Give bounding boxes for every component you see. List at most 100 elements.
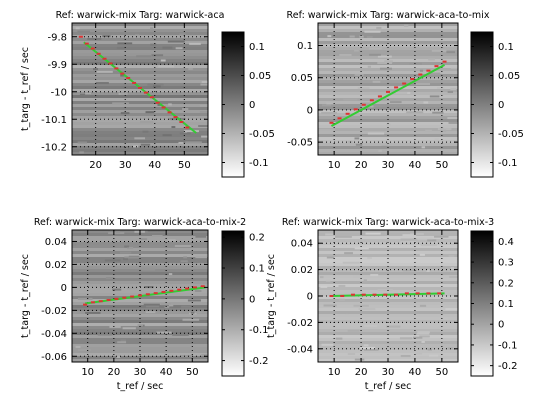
heatmap-speckle: [182, 318, 200, 321]
heatmap-row: [72, 131, 208, 134]
heatmap-row: [72, 23, 208, 26]
x-tick-label: 30: [119, 160, 132, 171]
heatmap-speckle: [377, 288, 393, 291]
heatmap-row: [72, 95, 208, 98]
x-tick-label: 30: [382, 160, 395, 171]
heatmap-row: [72, 254, 208, 257]
heatmap-row: [72, 320, 208, 323]
colorbar: 0.1 0.05 0 -0.05 -0.1: [221, 31, 275, 178]
heatmap-row: [72, 296, 208, 299]
heatmap-speckle: [182, 108, 189, 111]
peak-point: [377, 95, 382, 98]
x-tick-label: 20: [355, 160, 368, 171]
colorbar-tick-label: 0.1: [249, 42, 265, 53]
peak-point: [442, 60, 447, 63]
fit-line: [330, 63, 446, 127]
heatmap-speckle: [85, 311, 101, 314]
heatmap-speckle: [360, 102, 371, 105]
heatmap-speckle: [423, 101, 429, 104]
x-tick-label: 50: [435, 367, 448, 378]
colorbar-tick-label: -0.2: [498, 361, 518, 372]
colorbar-tick-label: -0.05: [249, 129, 275, 140]
heatmap-row: [72, 350, 208, 353]
heatmap-row: [318, 356, 458, 359]
colorbar-tick-label: 0.3: [498, 258, 514, 269]
heatmap-speckle: [140, 143, 151, 146]
heatmap-speckle: [184, 95, 196, 98]
heatmap-speckle: [79, 151, 84, 154]
heatmap-speckle: [410, 233, 424, 236]
heatmap-speckle: [347, 329, 360, 332]
heatmap-row: [318, 347, 458, 350]
x-tick-label: 40: [160, 367, 173, 378]
heatmap-speckle: [427, 348, 432, 351]
heatmap-speckle: [183, 256, 187, 259]
heatmap-speckle: [157, 103, 163, 106]
colorbar-tick-label: 0.1: [498, 299, 514, 310]
grid-lines: [72, 23, 208, 155]
colorbar-tick-label: 0.05: [498, 71, 520, 82]
heatmap-speckle: [201, 135, 208, 138]
peak-point: [173, 116, 178, 119]
x-tick-label: 20: [89, 160, 102, 171]
heatmap-speckle: [432, 111, 444, 114]
peak-points: [83, 285, 205, 306]
x-tick-label: 50: [435, 160, 448, 171]
heatmap-speckle: [321, 104, 332, 107]
x-axis-label: t_ref / sec: [117, 381, 164, 392]
heatmap-speckle: [404, 24, 409, 27]
heatmap-row: [72, 104, 208, 107]
heatmap-speckle: [78, 349, 91, 352]
heatmap-row: [318, 53, 458, 56]
heatmap-speckle: [321, 112, 338, 115]
x-tick-label: 10: [81, 367, 94, 378]
heatmap-row: [318, 80, 458, 83]
colorbar-tick-label: 0.1: [498, 42, 514, 53]
peak-point: [132, 81, 137, 84]
y-tick-label: 0.04: [291, 239, 313, 250]
peak-point: [84, 42, 89, 45]
peak-point: [177, 288, 182, 291]
heatmap-speckle: [123, 258, 128, 261]
heatmap-row: [318, 278, 458, 281]
y-tick-label: -9.9: [47, 60, 67, 71]
heatmap-speckle: [445, 308, 458, 311]
peak-points: [329, 292, 442, 297]
colorbar-tick-label: 0: [249, 294, 255, 305]
heatmap-row: [72, 260, 208, 263]
heatmap-speckle: [160, 303, 171, 306]
heatmap-speckle: [421, 340, 425, 343]
heatmap-speckle: [134, 137, 146, 140]
heatmap-speckle: [187, 299, 201, 302]
heatmap-row: [318, 314, 458, 317]
heatmap-speckle: [188, 67, 193, 70]
heatmap-row: [318, 140, 458, 143]
colorbar-tick-label: -0.1: [249, 325, 269, 336]
heatmap-speckle: [137, 324, 144, 327]
x-tick-label: 40: [409, 367, 422, 378]
heatmap-speckle: [77, 141, 87, 144]
heatmap-speckle: [353, 304, 369, 307]
heatmap-speckle: [363, 344, 369, 347]
heatmap-speckle: [449, 275, 458, 278]
heatmap-speckle: [120, 92, 128, 95]
heatmap-speckle: [102, 35, 111, 38]
heatmap-speckle: [140, 238, 148, 241]
heatmap-speckle: [179, 33, 186, 36]
heatmap-speckle: [141, 268, 156, 271]
heatmap-speckle: [162, 134, 172, 137]
heatmap-row: [318, 260, 458, 263]
heatmap-row: [72, 83, 208, 86]
peak-point: [437, 292, 442, 295]
y-tick-label: -0.04: [287, 344, 313, 355]
heatmap-speckle: [178, 141, 184, 144]
heatmap-row: [318, 248, 458, 251]
heatmap-row: [72, 299, 208, 302]
heatmap-row: [318, 302, 458, 305]
heatmap-speckle: [367, 65, 372, 68]
peak-point: [345, 112, 350, 115]
heatmap-speckle: [164, 305, 170, 308]
heatmap-speckle: [189, 42, 201, 45]
heatmap-speckle: [156, 331, 172, 334]
colorbar: 0.4 0.3 0.2 0.1 0 -0.1 -0.2: [470, 230, 518, 377]
